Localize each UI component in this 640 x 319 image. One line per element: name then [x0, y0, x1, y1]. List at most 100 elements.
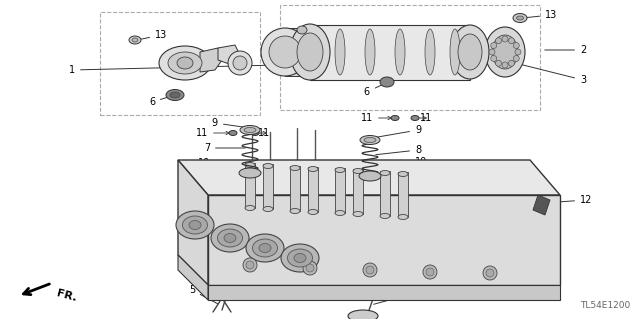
Ellipse shape [287, 249, 312, 267]
Ellipse shape [263, 206, 273, 211]
Ellipse shape [451, 25, 489, 79]
Text: 11: 11 [361, 113, 391, 123]
Polygon shape [208, 195, 560, 285]
Circle shape [423, 265, 437, 279]
Ellipse shape [515, 49, 521, 55]
Ellipse shape [491, 42, 497, 48]
Ellipse shape [290, 166, 300, 170]
Circle shape [243, 258, 257, 272]
Ellipse shape [492, 35, 518, 69]
Polygon shape [533, 195, 550, 215]
Ellipse shape [495, 60, 502, 66]
Text: 3: 3 [506, 61, 586, 85]
Ellipse shape [308, 210, 318, 214]
Ellipse shape [495, 38, 502, 44]
Ellipse shape [224, 234, 236, 242]
Ellipse shape [228, 51, 252, 75]
Ellipse shape [290, 209, 300, 213]
Ellipse shape [513, 13, 527, 23]
Circle shape [483, 266, 497, 280]
Circle shape [426, 268, 434, 276]
Ellipse shape [425, 29, 435, 75]
Ellipse shape [485, 27, 525, 77]
Ellipse shape [395, 29, 405, 75]
Text: 3: 3 [311, 28, 492, 65]
Ellipse shape [509, 38, 515, 44]
Ellipse shape [509, 60, 515, 66]
Ellipse shape [132, 38, 138, 42]
Text: 13: 13 [525, 10, 557, 20]
Ellipse shape [168, 52, 202, 74]
Polygon shape [285, 28, 308, 76]
Ellipse shape [245, 162, 255, 167]
Text: 8: 8 [376, 145, 421, 155]
Ellipse shape [335, 29, 345, 75]
Text: 6: 6 [149, 96, 172, 107]
Ellipse shape [245, 205, 255, 211]
Ellipse shape [380, 77, 394, 87]
Ellipse shape [513, 56, 519, 62]
Text: 9: 9 [375, 125, 421, 137]
Ellipse shape [240, 125, 260, 135]
Ellipse shape [489, 49, 495, 55]
Ellipse shape [411, 115, 419, 121]
Ellipse shape [218, 229, 243, 247]
Bar [308, 167, 318, 212]
Bar [100, 12, 260, 115]
Ellipse shape [239, 168, 261, 178]
Ellipse shape [513, 42, 519, 48]
Ellipse shape [233, 56, 247, 70]
Text: 7: 7 [204, 143, 245, 153]
Ellipse shape [458, 34, 482, 70]
Circle shape [366, 266, 374, 274]
Circle shape [303, 261, 317, 275]
Circle shape [246, 261, 254, 269]
Ellipse shape [360, 136, 380, 145]
Ellipse shape [269, 36, 301, 68]
Polygon shape [200, 48, 222, 72]
Ellipse shape [159, 46, 211, 80]
Ellipse shape [170, 92, 180, 98]
Text: 11: 11 [420, 113, 432, 123]
Text: 9: 9 [212, 118, 247, 128]
Bar [380, 171, 390, 216]
Ellipse shape [365, 29, 375, 75]
Text: TL54E1200: TL54E1200 [580, 301, 630, 310]
Ellipse shape [176, 211, 214, 239]
Ellipse shape [177, 57, 193, 69]
Ellipse shape [348, 310, 378, 319]
Bar [335, 168, 345, 213]
Ellipse shape [450, 29, 460, 75]
Bar [398, 172, 408, 217]
Polygon shape [208, 285, 560, 300]
Ellipse shape [335, 167, 345, 173]
Ellipse shape [491, 56, 497, 62]
Ellipse shape [335, 211, 345, 216]
Text: 13: 13 [140, 30, 167, 40]
Ellipse shape [244, 128, 256, 132]
Polygon shape [178, 160, 208, 285]
Text: 6: 6 [364, 83, 385, 97]
Ellipse shape [229, 130, 237, 136]
Bar [245, 163, 255, 208]
Ellipse shape [182, 216, 207, 234]
Bar [280, 5, 540, 110]
Ellipse shape [297, 33, 323, 71]
Ellipse shape [246, 234, 284, 262]
Ellipse shape [398, 214, 408, 219]
Ellipse shape [502, 36, 508, 42]
Text: 2: 2 [545, 45, 586, 55]
Text: 4: 4 [374, 290, 411, 304]
Ellipse shape [290, 24, 330, 80]
Ellipse shape [308, 167, 318, 172]
Circle shape [363, 263, 377, 277]
Text: 11: 11 [258, 128, 270, 138]
Polygon shape [218, 45, 240, 65]
Text: 12: 12 [546, 195, 593, 205]
Ellipse shape [166, 90, 184, 100]
Text: FR.: FR. [55, 288, 77, 303]
Ellipse shape [353, 168, 363, 174]
Polygon shape [310, 25, 470, 80]
Circle shape [306, 264, 314, 272]
Ellipse shape [353, 211, 363, 217]
